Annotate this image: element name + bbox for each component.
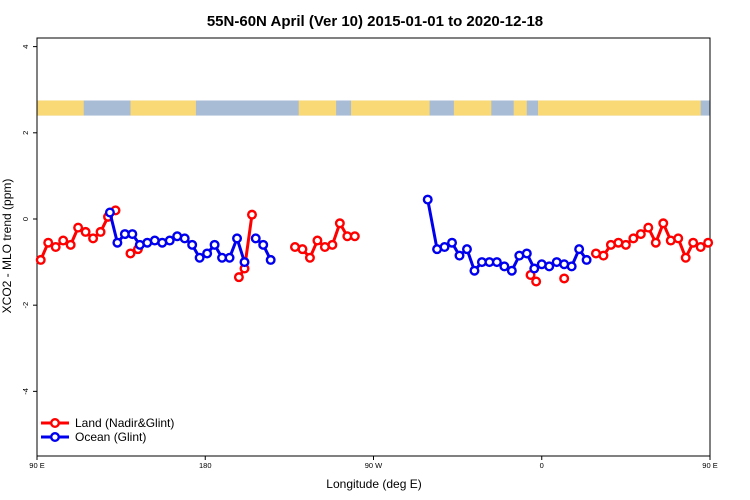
data-point-land — [703, 237, 714, 248]
data-point-land — [312, 235, 323, 246]
data-point-ocean — [574, 244, 585, 255]
data-point-ocean — [454, 250, 465, 261]
y-tick-label: 2 — [21, 131, 30, 135]
data-point-land — [327, 239, 338, 250]
data-point-land — [304, 252, 315, 263]
data-point-land — [50, 241, 61, 252]
data-point-ocean — [209, 239, 220, 250]
background-band — [37, 100, 710, 116]
data-point-ocean — [461, 244, 472, 255]
data-point-land — [95, 226, 106, 237]
band-land-span — [453, 100, 492, 116]
y-tick-label: 4 — [21, 45, 30, 49]
chart-title: 55N-60N April (Ver 10) 2015-01-01 to 202… — [207, 13, 543, 30]
data-point-ocean — [506, 265, 517, 276]
data-point-land — [65, 239, 76, 250]
data-point-land — [73, 222, 84, 233]
y-axis-label: XCO2 - MLO trend (ppm) — [0, 179, 14, 314]
legend-entry-land: Land (Nadir&Glint) — [41, 416, 174, 430]
legend-marker-land — [50, 418, 61, 429]
data-point-land — [334, 218, 345, 229]
data-point-land — [650, 237, 661, 248]
legend-entry-ocean: Ocean (Glint) — [41, 430, 146, 444]
x-tick-label: 0 — [540, 461, 544, 470]
data-point-ocean — [164, 235, 175, 246]
data-point-ocean — [224, 252, 235, 263]
band-land-span — [298, 100, 337, 116]
x-tick-label: 90 E — [702, 461, 717, 470]
data-point-land — [349, 231, 360, 242]
band-land-span — [538, 100, 701, 116]
data-point-ocean — [127, 229, 138, 240]
data-point-ocean — [258, 239, 269, 250]
data-point-ocean — [104, 207, 115, 218]
data-point-land — [246, 209, 257, 220]
data-point-land — [620, 239, 631, 250]
data-point-land — [559, 273, 570, 284]
band-land-span — [130, 100, 196, 116]
data-point-land — [531, 276, 542, 287]
x-axis-label: Longitude (deg E) — [326, 477, 421, 491]
legend-label-ocean: Ocean (Glint) — [75, 430, 146, 444]
data-point-land — [88, 233, 99, 244]
data-point-ocean — [529, 263, 540, 274]
data-point-land — [658, 218, 669, 229]
data-point-ocean — [491, 257, 502, 268]
data-point-land — [297, 244, 308, 255]
data-point-ocean — [232, 233, 243, 244]
data-point-land — [35, 254, 46, 265]
data-point-land — [680, 252, 691, 263]
data-point-ocean — [194, 252, 205, 263]
x-tick-label: 90 E — [29, 461, 44, 470]
data-point-land — [58, 235, 69, 246]
y-tick-label: -2 — [21, 302, 30, 309]
x-axis: 90 E 180 90 W 0 90 E — [29, 456, 718, 470]
legend-marker-ocean — [50, 432, 61, 443]
data-point-ocean — [187, 239, 198, 250]
data-point-land — [688, 237, 699, 248]
data-point-land — [125, 248, 136, 259]
legend-label-land: Land (Nadir&Glint) — [75, 416, 174, 430]
data-point-ocean — [499, 261, 510, 272]
band-land-span — [351, 100, 430, 116]
data-point-ocean — [202, 248, 213, 259]
data-point-ocean — [521, 248, 532, 259]
data-point-land — [695, 241, 706, 252]
data-point-ocean — [447, 237, 458, 248]
data-point-ocean — [179, 233, 190, 244]
data-point-ocean — [250, 233, 261, 244]
data-point-ocean — [469, 265, 480, 276]
data-point-ocean — [566, 261, 577, 272]
data-point-ocean — [422, 194, 433, 205]
data-point-land — [643, 222, 654, 233]
data-point-land — [43, 237, 54, 248]
legend: Land (Nadir&Glint) Ocean (Glint) — [41, 416, 174, 444]
data-point-ocean — [544, 261, 555, 272]
x-tick-label: 90 W — [365, 461, 383, 470]
data-point-ocean — [239, 257, 250, 268]
data-point-land — [233, 272, 244, 283]
data-point-ocean — [112, 237, 123, 248]
data-point-land — [598, 250, 609, 261]
y-tick-label: 0 — [21, 217, 30, 221]
data-point-land — [628, 233, 639, 244]
band-land-span — [37, 100, 84, 116]
series-group — [35, 194, 714, 287]
band-land-span — [513, 100, 527, 116]
y-axis: 4 2 0 -2 -4 — [21, 45, 37, 395]
data-point-ocean — [265, 254, 276, 265]
data-point-land — [80, 226, 91, 237]
data-point-land — [635, 229, 646, 240]
x-tick-label: 180 — [199, 461, 212, 470]
y-tick-label: -4 — [21, 388, 30, 395]
data-point-land — [673, 233, 684, 244]
data-point-ocean — [439, 241, 450, 252]
data-point-ocean — [581, 254, 592, 265]
